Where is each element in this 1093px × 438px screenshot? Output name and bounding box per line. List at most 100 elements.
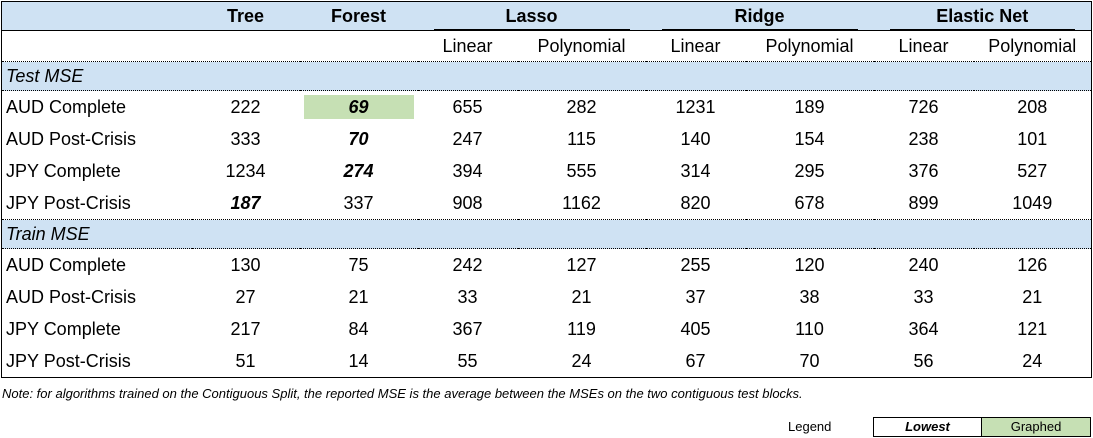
header-lasso: Lasso (417, 1, 646, 31)
row-label: JPY Complete (1, 313, 192, 345)
section-title: Train MSE (0, 219, 1093, 249)
cell: 140 (680, 128, 711, 149)
table-row: AUD Complete 222 69 655 282 1231 189 726… (1, 90, 1093, 124)
header-corner (1, 1, 192, 31)
cell: 295 (794, 160, 825, 181)
section-test-mse: Test MSE (0, 61, 1093, 91)
cell: 242 (452, 254, 483, 275)
cell: 282 (566, 96, 597, 117)
cell: 21 (348, 286, 369, 307)
cell: 367 (452, 318, 483, 339)
cell: 126 (973, 248, 1093, 281)
cell: 130 (230, 254, 261, 275)
mse-table: Tree Forest Lasso Ridge Elastic Net Line… (0, 1, 1093, 378)
cell: 726 (908, 96, 939, 117)
cell-lowest-graphed: 69 (300, 91, 418, 124)
header-elastic-polynomial: Polynomial (973, 30, 1093, 62)
cell: 121 (973, 313, 1093, 345)
table-row: JPY Complete 1234 274 394 555 314 295 37… (1, 155, 1093, 187)
table-row: JPY Post-Crisis 51 14 55 24 67 70 56 24 (1, 345, 1093, 378)
row-label: AUD Complete (1, 248, 192, 281)
cell: 376 (908, 160, 939, 181)
cell: 24 (517, 345, 646, 378)
header-ridge: Ridge (645, 1, 874, 31)
header-ridge-polynomial: Polynomial (765, 35, 854, 56)
cell: 101 (973, 123, 1093, 155)
row-label: AUD Post-Crisis (1, 281, 192, 313)
legend-lowest: Lowest (874, 418, 982, 436)
cell: 189 (794, 96, 825, 117)
cell: 67 (645, 345, 746, 378)
cell: 405 (680, 318, 711, 339)
table-row: AUD Post-Crisis 27 21 33 21 37 38 33 21 (1, 281, 1093, 313)
header-lasso-polynomial: Polynomial (537, 35, 626, 56)
cell: 21 (571, 286, 592, 307)
cell: 1049 (973, 187, 1093, 220)
cell: 899 (908, 192, 939, 213)
cell-lowest: 187 (230, 192, 261, 213)
cell-lowest: 274 (343, 160, 374, 181)
header-ridge-linear: Linear (670, 35, 721, 56)
cell: 240 (908, 254, 939, 275)
row-label: AUD Post-Crisis (1, 123, 192, 155)
cell: 110 (795, 318, 824, 339)
row-label: JPY Post-Crisis (1, 345, 192, 378)
cell: 55 (417, 345, 518, 378)
legend-label: Legend (788, 419, 832, 434)
legend-graphed: Graphed (982, 418, 1090, 436)
cell: 120 (794, 254, 825, 275)
cell: 56 (873, 345, 974, 378)
cell: 1231 (675, 96, 716, 117)
cell: 27 (235, 286, 256, 307)
cell: 154 (794, 128, 825, 149)
cell: 555 (566, 160, 597, 181)
row-label: JPY Post-Crisis (1, 187, 192, 220)
table-row: JPY Complete 217 84 367 119 405 110 364 … (1, 313, 1093, 345)
row-label: AUD Complete (1, 90, 192, 123)
row-label: JPY Complete (1, 155, 192, 187)
cell: 51 (191, 345, 300, 378)
cell: 127 (566, 254, 597, 275)
cell: 21 (973, 281, 1093, 313)
cell: 84 (348, 318, 369, 339)
cell: 119 (567, 318, 596, 339)
table-row: AUD Post-Crisis 333 70 247 115 140 154 2… (1, 123, 1093, 155)
cell: 314 (680, 160, 711, 181)
header-tree: Tree (191, 1, 300, 31)
cell: 33 (457, 286, 478, 307)
header-lasso-linear: Linear (442, 35, 493, 56)
cell: 655 (452, 96, 483, 117)
header-row-types: Linear Polynomial Linear Polynomial Line… (1, 30, 1093, 62)
cell: 1162 (562, 192, 601, 213)
footnote: Note: for algorithms trained on the Cont… (2, 386, 803, 401)
cell: 527 (973, 155, 1093, 187)
cell: 908 (452, 192, 483, 213)
cell: 217 (230, 318, 261, 339)
cell: 38 (799, 286, 820, 307)
table-row: JPY Post-Crisis 187 337 908 1162 820 678… (1, 187, 1093, 220)
cell-lowest: 70 (348, 128, 369, 149)
header-elastic-linear: Linear (898, 35, 949, 56)
cell: 678 (794, 192, 825, 213)
cell: 238 (908, 128, 939, 149)
cell: 14 (299, 345, 418, 378)
cell: 222 (230, 96, 261, 117)
cell: 208 (973, 90, 1093, 123)
cell: 247 (452, 128, 483, 149)
cell: 70 (745, 345, 874, 378)
cell: 394 (452, 160, 483, 181)
cell: 24 (973, 345, 1093, 378)
cell: 255 (680, 254, 711, 275)
cell: 337 (343, 192, 374, 213)
cell: 1234 (225, 160, 266, 181)
cell: 33 (913, 286, 934, 307)
table-row: AUD Complete 130 75 242 127 255 120 240 … (1, 248, 1093, 281)
cell: 333 (230, 128, 261, 149)
header-row-groups: Tree Forest Lasso Ridge Elastic Net (1, 1, 1093, 31)
cell: 115 (567, 128, 596, 149)
cell: 37 (685, 286, 706, 307)
cell: 364 (908, 318, 939, 339)
section-title: Test MSE (0, 61, 1093, 91)
cell: 820 (680, 192, 711, 213)
legend-box: Lowest Graphed (873, 417, 1091, 437)
